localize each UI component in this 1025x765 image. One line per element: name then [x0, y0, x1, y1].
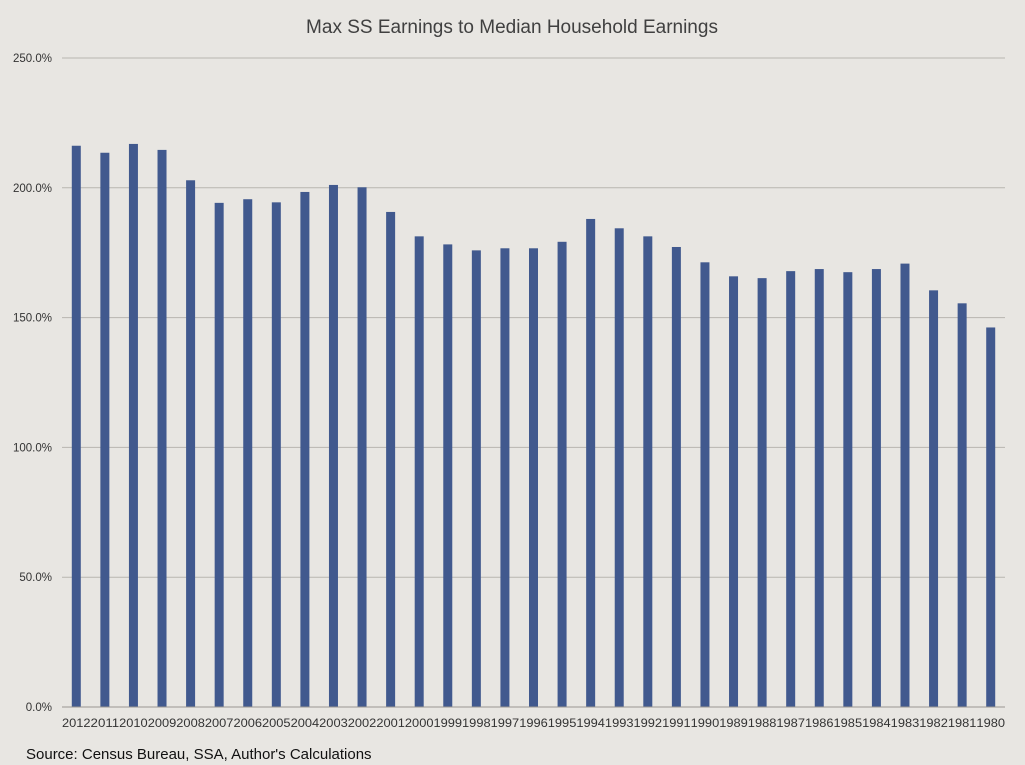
bar-1989	[729, 276, 739, 707]
bar-1991	[671, 246, 681, 707]
x-tick-label: 1985	[834, 718, 863, 730]
x-tick-label: 2007	[205, 718, 234, 730]
x-tick-label: 1993	[605, 718, 634, 730]
bar-2008	[186, 180, 196, 707]
bar-1992	[643, 236, 653, 707]
chart-title: Max SS Earnings to Median Household Earn…	[306, 17, 718, 38]
x-tick-label: 2005	[262, 718, 291, 730]
y-tick-label: 0.0%	[26, 702, 52, 714]
bar-2002	[357, 187, 367, 707]
x-tick-label: 1990	[691, 718, 720, 730]
y-tick-label: 250.0%	[13, 53, 52, 65]
bar-2007	[214, 202, 224, 707]
x-tick-label: 2011	[91, 718, 120, 730]
x-tick-label: 1981	[948, 718, 977, 730]
x-tick-label: 1997	[491, 718, 520, 730]
y-tick-label: 200.0%	[13, 183, 52, 195]
x-tick-label: 1989	[719, 718, 748, 730]
x-tick-label: 2004	[291, 718, 320, 730]
y-tick-label: 150.0%	[13, 313, 52, 325]
bars	[71, 143, 996, 708]
bar-1983	[900, 263, 910, 707]
x-tick-label: 1982	[919, 718, 948, 730]
bar-1987	[786, 271, 796, 707]
x-tick-label: 1995	[548, 718, 577, 730]
bar-1996	[529, 248, 538, 707]
bar-1993	[614, 228, 624, 707]
bar-1980	[986, 327, 996, 707]
bar-2004	[300, 191, 310, 707]
x-tick-label: 1986	[805, 718, 834, 730]
bar-2003	[328, 184, 338, 707]
bar-2005	[271, 202, 281, 708]
y-tick-label: 50.0%	[19, 572, 52, 584]
bar-2010	[128, 143, 138, 707]
x-axis-tick-labels: 2012 2011 2010 2009 2008 2007 2006 2005 2004 2003…	[62, 718, 1005, 730]
bar-1981	[957, 303, 967, 707]
x-tick-label: 1992	[634, 718, 663, 730]
bar-1984	[871, 269, 881, 707]
bar-1985	[843, 272, 853, 707]
x-tick-label: 1988	[748, 718, 777, 730]
bar-1998	[471, 250, 481, 708]
x-tick-label: 1991	[662, 718, 691, 730]
x-tick-label: 2009	[148, 718, 177, 730]
x-tick-label: 2001	[376, 718, 405, 730]
bar-1988	[757, 278, 767, 707]
bar-2001	[386, 211, 396, 707]
x-tick-label: 1987	[776, 718, 805, 730]
x-tick-label: 2000	[405, 718, 434, 730]
y-axis-tick-labels: 0.0% 50.0% 100.0% 150.0% 200.0% 250.0%	[13, 53, 52, 714]
x-tick-label: 2010	[119, 718, 148, 730]
bar-2011	[100, 152, 110, 707]
x-tick-label: 1983	[891, 718, 920, 730]
x-tick-label: 2002	[348, 718, 377, 730]
x-tick-label: 2012	[62, 718, 91, 730]
bar-1994	[586, 218, 596, 707]
bar-2009	[157, 149, 167, 707]
bar-1982	[929, 290, 939, 707]
x-tick-label: 1998	[462, 718, 491, 730]
x-tick-label: 1999	[433, 718, 462, 730]
source-note: Source: Census Bureau, SSA, Author's Cal…	[26, 746, 372, 763]
bar-1990	[700, 262, 710, 707]
x-tick-label: 1996	[519, 718, 548, 730]
bar-1995	[557, 241, 567, 707]
x-tick-label: 2003	[319, 718, 348, 730]
bar-1999	[443, 244, 453, 707]
x-tick-label: 1980	[976, 718, 1005, 730]
bar-1986	[814, 269, 824, 707]
x-tick-label: 2008	[176, 718, 205, 730]
bar-2012	[71, 145, 81, 707]
bar-2006	[243, 199, 253, 707]
bar-1997	[500, 248, 510, 707]
bar-2000	[414, 236, 424, 707]
x-tick-label: 1994	[576, 718, 605, 730]
x-tick-label: 1984	[862, 718, 891, 730]
x-tick-label: 2006	[233, 718, 262, 730]
y-tick-label: 100.0%	[13, 442, 52, 454]
